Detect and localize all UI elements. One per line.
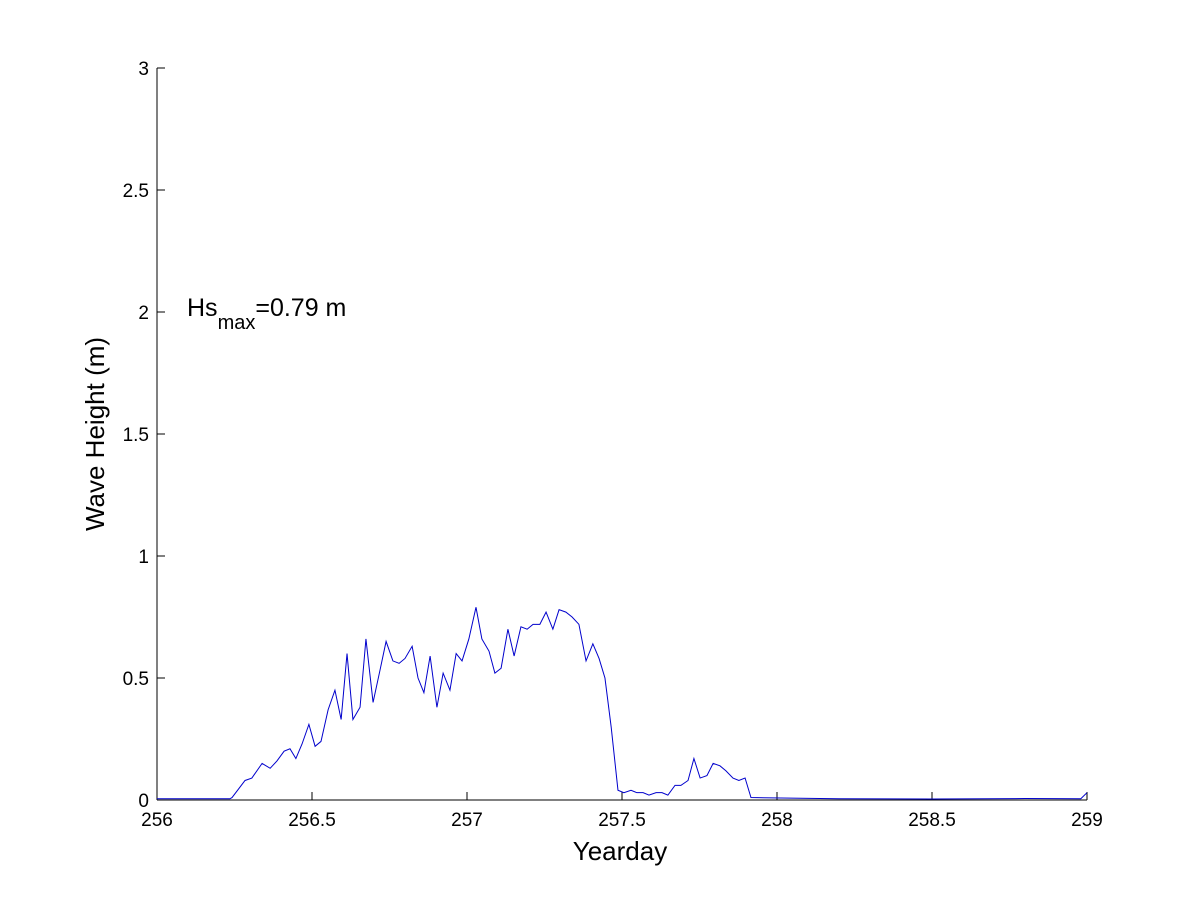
x-tick-label: 258 — [761, 810, 793, 831]
annotation-main: Hs — [187, 294, 218, 322]
y-tick-label: 0.5 — [123, 669, 149, 690]
x-tick-label: 256 — [141, 810, 173, 831]
x-tick-label: 258.5 — [908, 810, 956, 831]
y-tick-label: 2 — [138, 303, 149, 324]
x-tick-label: 259 — [1071, 810, 1103, 831]
annotation-suffix: =0.79 m — [255, 294, 346, 322]
x-axis-label: Yearday — [573, 836, 667, 866]
data-line — [157, 607, 1088, 800]
annotation: Hsmax=0.79 m — [187, 294, 346, 334]
y-tick-label: 1 — [138, 547, 149, 568]
y-axis-label: Wave Height (m) — [80, 337, 110, 531]
x-tick-label: 256.5 — [288, 810, 336, 831]
annotation-subscript: max — [218, 312, 256, 334]
x-tick-label: 257 — [451, 810, 483, 831]
y-tick-label: 3 — [138, 59, 149, 80]
y-tick-label: 2.5 — [123, 181, 149, 202]
y-tick-label: 0 — [138, 791, 149, 812]
y-tick-label: 1.5 — [123, 425, 149, 446]
x-tick-label: 257.5 — [598, 810, 646, 831]
